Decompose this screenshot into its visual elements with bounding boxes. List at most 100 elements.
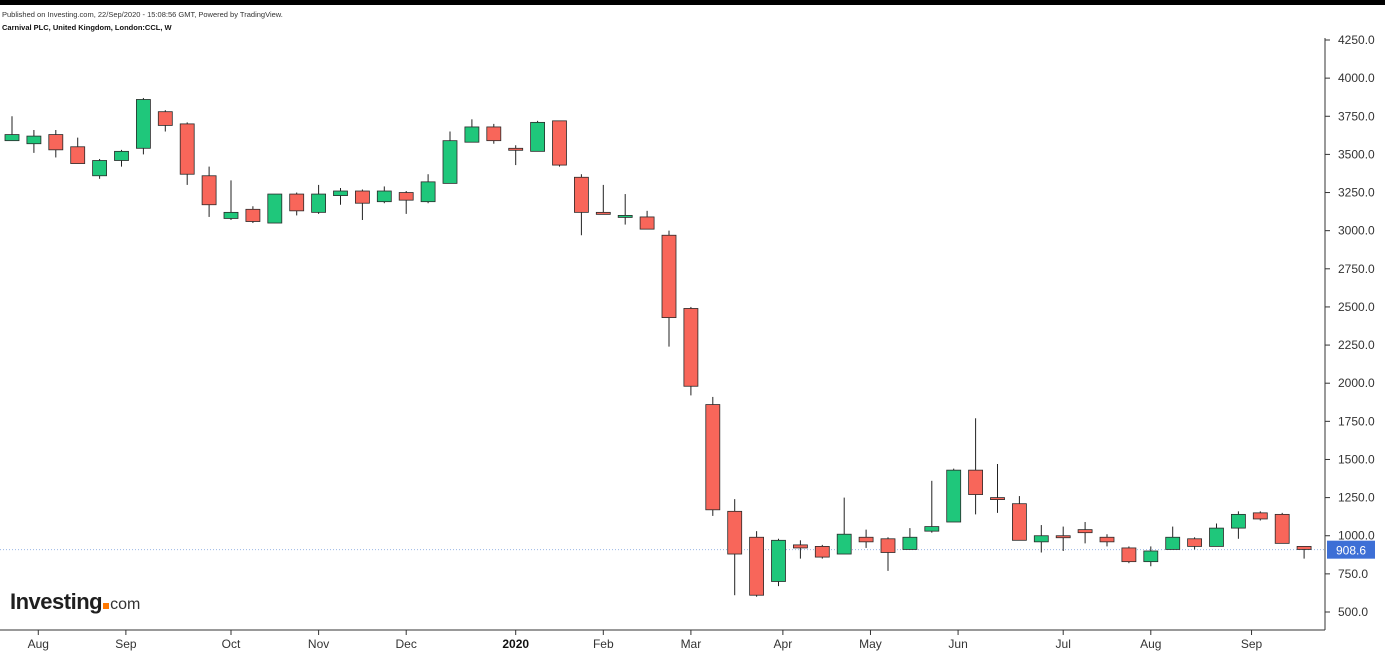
candle-body: [1033, 535, 1049, 543]
candle-body: [880, 538, 896, 553]
x-tick-label: Oct: [222, 637, 241, 651]
candle-body: [289, 193, 305, 212]
candle: [552, 120, 567, 167]
logo-dot: [103, 603, 110, 609]
candle-body: [1296, 546, 1312, 550]
candle: [727, 499, 743, 596]
candle: [858, 529, 874, 548]
candle-body: [135, 99, 151, 149]
candle: [420, 174, 436, 204]
candle-body: [1121, 547, 1137, 563]
candle: [289, 192, 305, 216]
x-tick-label: Dec: [396, 637, 417, 651]
y-axis: 500.0 750.0 1000.0 1250.0 1500.0 1750.0 2000.0…: [1324, 33, 1375, 630]
x-tick-label: Sep: [115, 637, 137, 651]
candle-body: [793, 544, 808, 549]
logo-wordmark: Investing: [10, 589, 103, 614]
candle-body: [48, 134, 64, 151]
candle: [793, 540, 808, 559]
x-tick-label: Mar: [681, 637, 702, 651]
candle: [179, 122, 195, 185]
candle: [836, 497, 852, 555]
candle-body: [464, 126, 480, 143]
candle-body: [661, 234, 677, 319]
y-tick-label: 4250.0: [1338, 33, 1375, 47]
candle-body: [376, 190, 392, 203]
candle: [1077, 522, 1093, 544]
candle-body: [1012, 503, 1027, 541]
candle-body: [705, 404, 721, 511]
y-tick-label: 3750.0: [1338, 109, 1375, 123]
y-tick-label: 3500.0: [1338, 147, 1375, 161]
x-tick-label: Feb: [593, 637, 614, 651]
symbol-title: Carnival PLC, United Kingdom, London:CCL…: [2, 23, 172, 32]
y-tick-label: 750.0: [1338, 567, 1368, 581]
candle: [1231, 511, 1246, 539]
candle: [398, 191, 414, 214]
x-axis: Aug Sep Oct Nov Dec 2020 Feb Mar Apr May Jun Jul Aug…: [0, 629, 1325, 651]
candle-body: [1055, 535, 1071, 539]
top-border-bar: [0, 0, 1385, 5]
candle: [333, 187, 348, 205]
x-tick-label: Nov: [308, 637, 329, 651]
y-tick-label: 1000.0: [1338, 529, 1375, 543]
candle: [1274, 512, 1290, 544]
candle: [1187, 537, 1202, 550]
x-tick-label: May: [859, 637, 882, 651]
candle: [135, 97, 151, 155]
y-tick-label: 500.0: [1338, 605, 1368, 619]
candle-body: [1231, 513, 1246, 529]
candle-body: [727, 510, 743, 555]
last-price-label: 908.6: [1327, 540, 1375, 559]
candle-body: [814, 546, 830, 558]
candle-body: [92, 160, 107, 177]
candle: [639, 210, 655, 230]
candle: [26, 129, 42, 153]
candle: [617, 194, 633, 225]
logo-domain: com: [110, 596, 141, 613]
candle-body: [924, 526, 940, 532]
candle: [924, 480, 940, 533]
candle: [311, 184, 327, 214]
candle: [70, 137, 86, 164]
x-tick-label: Aug: [28, 637, 49, 651]
candle: [595, 184, 611, 215]
candle-body: [267, 193, 283, 224]
candle-body: [1077, 529, 1093, 534]
candle-body: [1209, 527, 1224, 547]
published-caption: Published on Investing.com, 22/Sep/2020 …: [2, 10, 283, 19]
candle: [4, 116, 20, 142]
candle: [705, 396, 721, 516]
y-tick-label: 1750.0: [1338, 414, 1375, 428]
candle-body: [946, 469, 962, 523]
candle-body: [749, 536, 764, 596]
candle: [486, 123, 502, 144]
candle-body: [968, 469, 983, 495]
y-tick-label: 2750.0: [1338, 262, 1375, 276]
candle: [814, 544, 830, 559]
candle-body: [157, 111, 173, 126]
candle-body: [1252, 512, 1268, 520]
candle-body: [639, 216, 655, 230]
y-tick-label: 2250.0: [1338, 338, 1375, 352]
candle: [157, 110, 173, 132]
candle-body: [574, 176, 589, 213]
candle: [1012, 496, 1027, 541]
candle-body: [223, 211, 239, 219]
candle: [968, 418, 983, 515]
candle: [201, 166, 217, 217]
candle: [442, 131, 458, 184]
candle: [683, 306, 699, 396]
y-tick-label: 2500.0: [1338, 300, 1375, 314]
candle: [1209, 523, 1224, 547]
candle: [508, 145, 524, 166]
candle-body: [486, 126, 502, 142]
candle-body: [990, 497, 1005, 501]
y-tick-label: 1500.0: [1338, 452, 1375, 466]
candle-body: [354, 190, 370, 204]
candle-body: [70, 146, 86, 164]
y-tick-label: 3000.0: [1338, 224, 1375, 238]
candle-body: [858, 536, 874, 543]
candle-body: [530, 121, 545, 152]
